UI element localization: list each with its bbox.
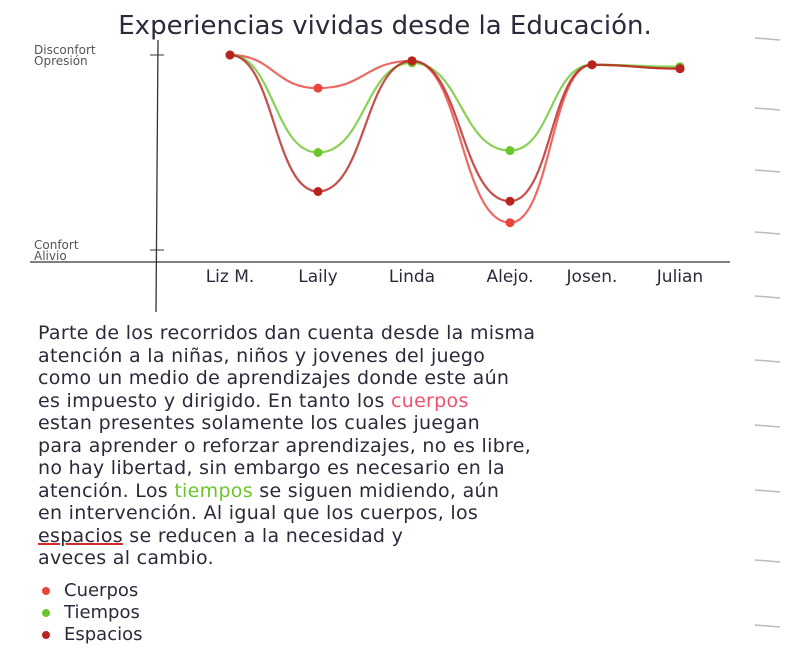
point: [506, 197, 515, 206]
text-segment: Parte de los recorridos dan cuenta desde…: [38, 322, 535, 344]
point: [226, 51, 235, 60]
point: [314, 84, 323, 93]
x-tick-label: Josen.: [566, 267, 618, 287]
series-line: [230, 55, 680, 201]
text-line: estan presentes solamente los cuales jue…: [38, 412, 758, 435]
chart-title: Experiencias vividas desde la Educación.: [118, 11, 651, 41]
text-line: aveces al cambio.: [38, 547, 758, 570]
y-tick-label: Disconfort Opresión: [34, 45, 114, 67]
text-line: es impuesto y dirigido. En tanto los cue…: [38, 390, 758, 413]
text-segment: aveces al cambio.: [38, 547, 214, 569]
text-segment: se siguen midiendo, aún: [253, 480, 499, 502]
legend-dot: [42, 609, 50, 617]
legend-dot: [42, 631, 50, 639]
text-line: no hay libertad, sin embargo es necesari…: [38, 457, 758, 480]
text-segment: no hay libertad, sin embargo es necesari…: [38, 457, 505, 479]
legend-item: Cuerpos: [42, 580, 143, 602]
point: [314, 148, 323, 157]
point: [506, 218, 515, 227]
text-line: Parte de los recorridos dan cuenta desde…: [38, 322, 758, 345]
text-segment: para aprender o reforzar aprendizajes, n…: [38, 435, 531, 457]
text-segment: cuerpos: [391, 390, 469, 412]
text-segment: en intervención. Al igual que los cuerpo…: [38, 502, 478, 524]
legend-label: Cuerpos: [64, 580, 138, 601]
x-tick-label: Julian: [656, 267, 703, 287]
text-line: atención a la niñas, niños y jovenes del…: [38, 345, 758, 368]
text-segment: como un medio de aprendizajes donde este…: [38, 367, 509, 389]
series-line: [230, 55, 680, 153]
y-tick-label: Confort Alivio: [34, 240, 114, 262]
text-line: para aprender o reforzar aprendizajes, n…: [38, 435, 758, 458]
y-axis: [156, 40, 158, 312]
text-segment: espacios: [38, 525, 123, 547]
point: [314, 187, 323, 196]
point: [676, 64, 685, 73]
text-segment: es impuesto y dirigido. En tanto los: [38, 390, 391, 412]
point: [408, 56, 417, 65]
point: [588, 60, 597, 69]
x-tick-label: Linda: [389, 267, 435, 287]
text-line: como un medio de aprendizajes donde este…: [38, 367, 758, 390]
notebook-marks: [755, 38, 780, 627]
x-tick-label: Alejo.: [486, 267, 533, 287]
text-line: atención. Los tiempos se siguen midiendo…: [38, 480, 758, 503]
legend-item: Espacios: [42, 624, 143, 646]
point: [506, 146, 515, 155]
legend-item: Tiempos: [42, 602, 143, 624]
legend-label: Tiempos: [64, 602, 140, 623]
legend-label: Espacios: [64, 624, 143, 645]
x-tick-label: Laily: [298, 267, 337, 287]
text-line: espacios se reducen a la necesidad y: [38, 525, 758, 548]
text-segment: atención. Los: [38, 480, 174, 502]
paragraph: Parte de los recorridos dan cuenta desde…: [38, 322, 758, 570]
text-segment: tiempos: [174, 480, 253, 502]
x-tick-label: Liz M.: [206, 267, 255, 287]
text-segment: se reducen a la necesidad y: [123, 525, 403, 547]
text-segment: atención a la niñas, niños y jovenes del…: [38, 345, 485, 367]
series-line: [230, 55, 680, 223]
page: Experiencias vividas desde la Educación.…: [0, 0, 795, 669]
text-line: en intervención. Al igual que los cuerpo…: [38, 502, 758, 525]
legend-dot: [42, 587, 50, 595]
text-segment: estan presentes solamente los cuales jue…: [38, 412, 480, 434]
